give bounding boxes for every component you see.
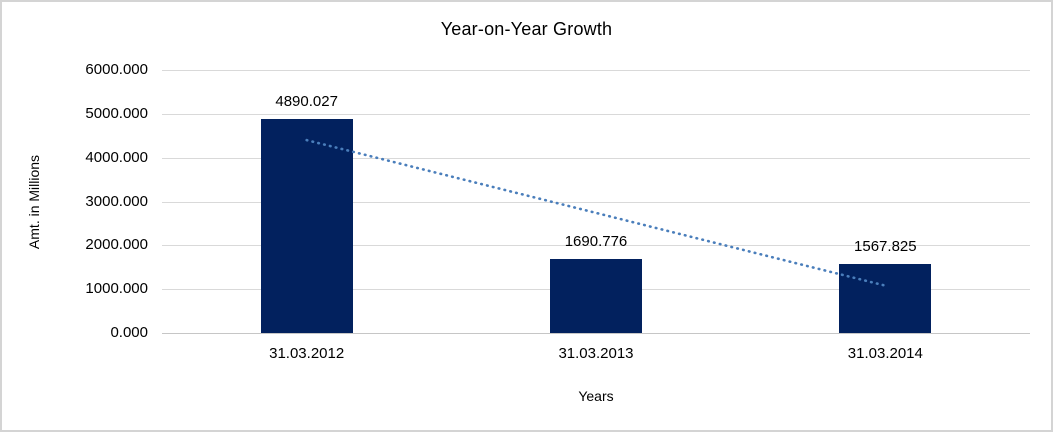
data-label: 1690.776 [564,232,628,250]
y-axis-tick-label: 4000.000 [85,148,148,166]
x-axis-line [162,333,1030,334]
bar-31-03-2013 [550,258,642,333]
chart-title: Year-on-Year Growth [440,19,613,39]
y-axis-tick-label: 1000.000 [85,280,148,298]
y-axis-tick-label: 0.000 [110,324,148,341]
x-axis-tick-label: 31.03.2013 [558,345,634,362]
bar-31-03-2014 [839,264,932,333]
x-axis-title: Years [578,388,614,404]
gridline [162,70,1030,71]
bar-31-03-2012 [260,118,353,333]
y-axis-tick-label: 3000.000 [85,192,148,210]
data-label: 1567.825 [854,238,917,256]
y-axis-tick-label: 6000.000 [85,61,148,78]
x-axis-tick-label: 31.03.2012 [269,345,345,362]
x-axis-tick-label: 31.03.2014 [847,345,923,362]
y-axis-tick-label: 5000.000 [85,104,148,122]
y-axis-tick-label: 2000.000 [85,236,148,254]
gridline [162,113,1030,115]
data-label: 4890.027 [275,92,338,110]
